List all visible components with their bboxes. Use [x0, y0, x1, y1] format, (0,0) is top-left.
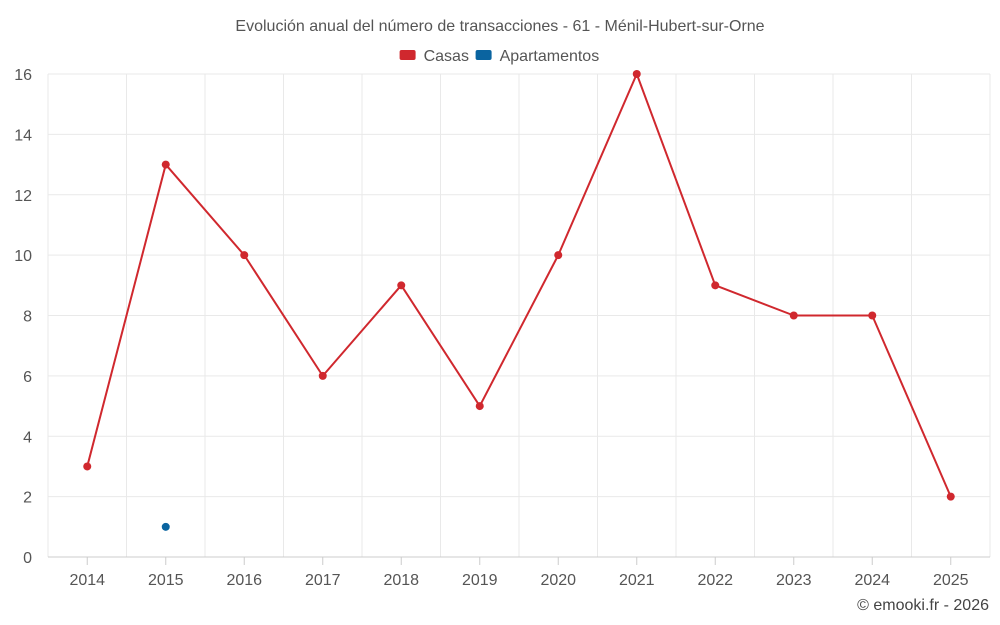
data-point-casas-2015[interactable]: [161, 160, 170, 169]
x-tick-label: 2014: [69, 572, 105, 589]
y-tick-label: 12: [14, 188, 32, 205]
x-tick-label: 2024: [854, 572, 890, 589]
data-point-casas-2019[interactable]: [475, 402, 484, 411]
x-tick-label: 2025: [933, 572, 969, 589]
x-tick-label: 2016: [226, 572, 262, 589]
data-point-casas-2022[interactable]: [711, 281, 720, 290]
x-tick-label: 2019: [462, 572, 498, 589]
y-tick-label: 4: [23, 429, 32, 446]
y-tick-label: 16: [14, 67, 32, 84]
data-point-casas-2025[interactable]: [946, 492, 955, 501]
legend-swatch-apartamentos[interactable]: [475, 50, 492, 60]
x-tick-label: 2015: [148, 572, 184, 589]
data-point-casas-2017[interactable]: [318, 371, 327, 380]
data-point-casas-2018[interactable]: [397, 281, 406, 290]
chart-title: Evolución anual del número de transaccio…: [235, 18, 764, 35]
data-point-casas-2020[interactable]: [554, 251, 563, 260]
series: [83, 70, 955, 531]
y-tick-label: 0: [23, 550, 32, 567]
data-point-casas-2024[interactable]: [868, 311, 877, 320]
legend-label-apartamentos[interactable]: Apartamentos: [500, 48, 600, 65]
data-point-apartamentos-2015[interactable]: [161, 522, 170, 531]
y-tick-label: 2: [23, 490, 32, 507]
data-point-casas-2021[interactable]: [632, 70, 641, 78]
y-tick-label: 10: [14, 248, 32, 265]
legend: Casas Apartamentos: [399, 48, 600, 65]
axes: 0 2 4 6 8 10 12 14 16 2014 2015 2016 2017 2018 2019 202…: [14, 67, 990, 589]
x-tick-label: 2022: [697, 572, 733, 589]
credit-text: © emooki.fr - 2026: [857, 597, 989, 614]
data-point-casas-2023[interactable]: [789, 311, 798, 320]
y-tick-label: 6: [23, 369, 32, 386]
grid: [47, 73, 991, 557]
y-tick-label: 8: [23, 309, 32, 326]
legend-swatch-casas[interactable]: [399, 50, 416, 60]
x-tick-label: 2020: [540, 572, 576, 589]
x-tick-label: 2023: [776, 572, 812, 589]
data-point-casas-2014[interactable]: [83, 462, 92, 471]
series-line-casas: [86, 73, 952, 498]
y-tick-label: 14: [14, 127, 32, 144]
legend-label-casas[interactable]: Casas: [424, 48, 469, 65]
x-tick-label: 2021: [619, 572, 655, 589]
x-tick-label: 2018: [383, 572, 419, 589]
x-tick-label: 2017: [305, 572, 341, 589]
data-point-casas-2016[interactable]: [240, 251, 249, 260]
